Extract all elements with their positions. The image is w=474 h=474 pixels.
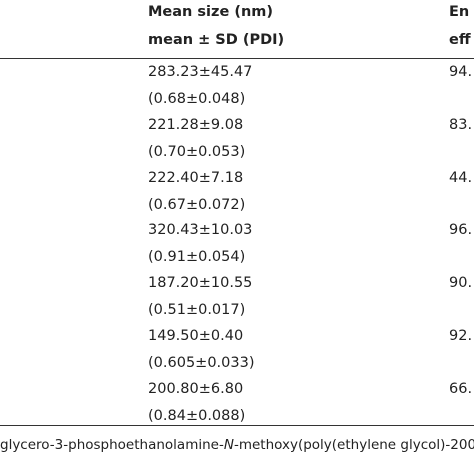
pdi-cell: (0.67±0.072) <box>148 196 246 213</box>
header-cell: Mean size (nm) <box>148 4 274 20</box>
pdi-cell: (0.68±0.048) <box>148 91 246 107</box>
size-cell: 187.20±10.55 <box>148 275 253 292</box>
efficiency-cell: 92. <box>449 328 473 344</box>
pdi-cell: (0.51±0.017) <box>148 302 246 319</box>
efficiency-cell: 96. <box>449 222 473 239</box>
efficiency-cell: 83. <box>449 116 473 133</box>
size-cell: 221.28±9.08 <box>148 116 244 133</box>
bottom-rule <box>0 425 474 426</box>
efficiency-cell: 94. <box>449 64 473 80</box>
efficiency-cell: 66. <box>449 380 473 397</box>
pdi-cell: (0.605±0.033) <box>148 355 255 371</box>
footnote-text: N <box>223 437 234 453</box>
size-cell: 222.40±7.18 <box>148 169 244 186</box>
size-cell: 200.80±6.80 <box>148 380 244 397</box>
pdi-cell: (0.84±0.088) <box>148 407 246 424</box>
footnote-text: glycero-3-phosphoethanolamine- <box>0 437 224 453</box>
header-cell: mean ± SD (PDI) <box>148 32 285 48</box>
header-cell: eff <box>449 32 471 48</box>
efficiency-cell: 44. <box>449 169 473 186</box>
size-cell: 149.50±0.40 <box>148 328 244 344</box>
pdi-cell: (0.70±0.053) <box>148 143 246 160</box>
size-cell: 283.23±45.47 <box>148 64 253 80</box>
footnote: glycero-3-phosphoethanolamine-N-methoxy(… <box>0 436 474 454</box>
header-rule <box>0 58 474 59</box>
size-cell: 320.43±10.03 <box>148 222 253 239</box>
efficiency-cell: 90. <box>449 275 473 292</box>
header-cell: En <box>449 4 470 20</box>
footnote-text: -methoxy(poly(ethylene glycol)-2000; <box>233 437 474 453</box>
pdi-cell: (0.91±0.054) <box>148 249 246 266</box>
